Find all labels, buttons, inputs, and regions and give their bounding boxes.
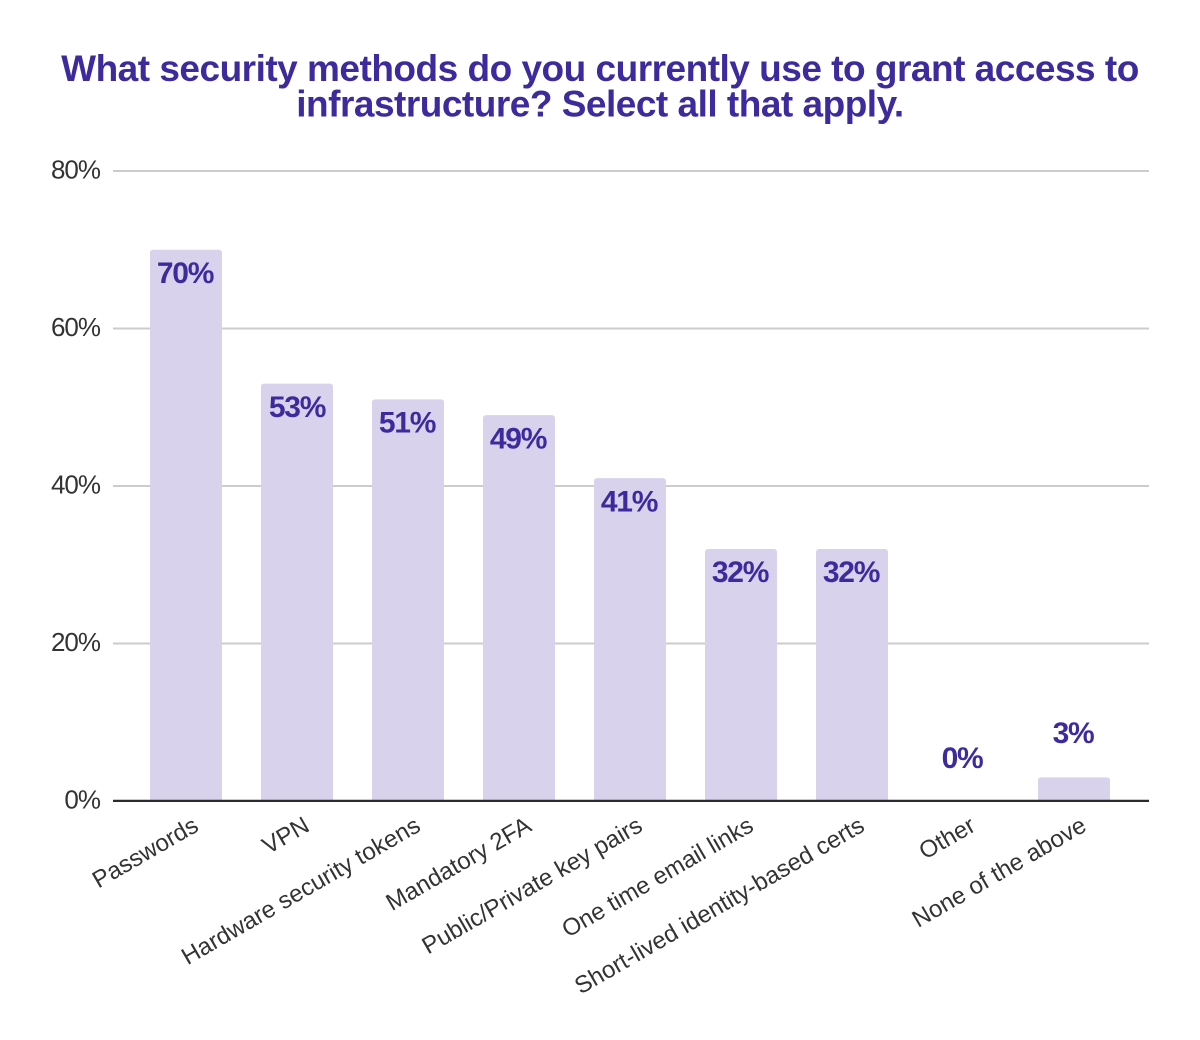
svg-text:80%: 80% bbox=[51, 154, 101, 184]
svg-text:70%: 70% bbox=[157, 257, 214, 290]
svg-text:53%: 53% bbox=[269, 391, 326, 424]
svg-text:0%: 0% bbox=[942, 742, 983, 775]
svg-text:51%: 51% bbox=[379, 407, 436, 440]
svg-text:0%: 0% bbox=[64, 784, 100, 814]
svg-text:60%: 60% bbox=[51, 312, 101, 342]
svg-text:infrastructure? Select all tha: infrastructure? Select all that apply. bbox=[296, 84, 903, 125]
svg-text:3%: 3% bbox=[1053, 717, 1094, 750]
svg-text:40%: 40% bbox=[51, 469, 101, 499]
svg-text:49%: 49% bbox=[490, 422, 547, 455]
svg-text:20%: 20% bbox=[51, 627, 101, 657]
svg-text:32%: 32% bbox=[823, 556, 880, 589]
svg-text:32%: 32% bbox=[712, 556, 769, 589]
svg-text:41%: 41% bbox=[601, 485, 658, 518]
svg-text:What security methods do you c: What security methods do you currently u… bbox=[61, 48, 1139, 89]
